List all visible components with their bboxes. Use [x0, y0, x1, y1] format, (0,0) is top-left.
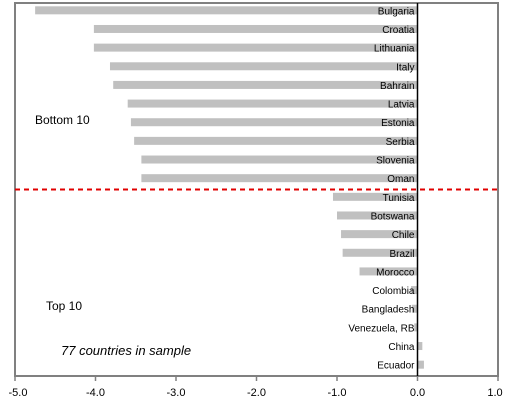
bar-bangladesh — [411, 304, 418, 313]
category-label: Bangladesh — [362, 305, 415, 316]
category-label: Serbia — [386, 137, 415, 148]
category-label: Bahrain — [380, 81, 414, 92]
category-label: Estonia — [381, 118, 415, 129]
sample-note: 77 countries in sample — [61, 343, 191, 358]
category-labels: Bulgaria Croatia Lithuania Italy Bahrain Latv… — [348, 6, 415, 371]
bar-italy — [109, 62, 418, 71]
x-tick-label: -4.0 — [86, 387, 105, 399]
bar-venezuela-rb — [414, 323, 418, 332]
bar-serbia — [134, 136, 418, 145]
category-label: Chile — [392, 230, 415, 241]
bar-china — [417, 342, 423, 351]
bar-oman — [141, 174, 418, 183]
bar-croatia — [93, 24, 418, 33]
top-10-label: Top 10 — [46, 299, 82, 313]
bar-estonia — [130, 118, 418, 127]
category-label: Venezuela, RB — [348, 323, 414, 334]
category-label: Botswana — [371, 211, 415, 222]
category-label: Latvia — [388, 100, 415, 111]
x-tick-label: -1.0 — [328, 387, 347, 399]
x-tick-label: -2.0 — [247, 387, 266, 399]
bottom-10-label: Bottom 10 — [35, 113, 90, 127]
bar-bulgaria — [35, 6, 418, 15]
bar-bahrain — [113, 80, 418, 89]
bar-chile — [341, 230, 418, 239]
bars — [35, 6, 424, 369]
bar-slovenia — [141, 155, 418, 164]
category-label: Slovenia — [376, 156, 415, 167]
bar-latvia — [127, 99, 418, 108]
bar-brazil — [342, 248, 418, 257]
category-label: China — [388, 342, 415, 353]
category-label: Croatia — [382, 25, 415, 36]
category-label: Colombia — [372, 286, 415, 297]
category-label: Italy — [396, 62, 414, 73]
bar-tunisia — [332, 192, 418, 201]
bar-botswana — [337, 211, 418, 220]
category-label: Lithuania — [374, 44, 415, 55]
category-label: Morocco — [376, 267, 415, 278]
bar-morocco — [359, 267, 418, 276]
bar-lithuania — [93, 43, 418, 52]
category-label: Oman — [387, 174, 414, 185]
x-axis-ticks: -5.0 -4.0 -3.0 -2.0 -1.0 0.0 1.0 — [9, 376, 503, 399]
bar-colombia — [411, 286, 418, 295]
bar-ecuador — [417, 360, 424, 369]
x-tick-label: -3.0 — [167, 387, 186, 399]
x-tick-label: -5.0 — [9, 387, 28, 399]
category-label: Brazil — [389, 249, 414, 260]
category-label: Tunisia — [383, 193, 415, 204]
x-tick-label: 0.0 — [410, 387, 425, 399]
category-label: Ecuador — [377, 361, 415, 372]
category-label: Bulgaria — [378, 6, 415, 17]
x-tick-label: 1.0 — [487, 387, 502, 399]
